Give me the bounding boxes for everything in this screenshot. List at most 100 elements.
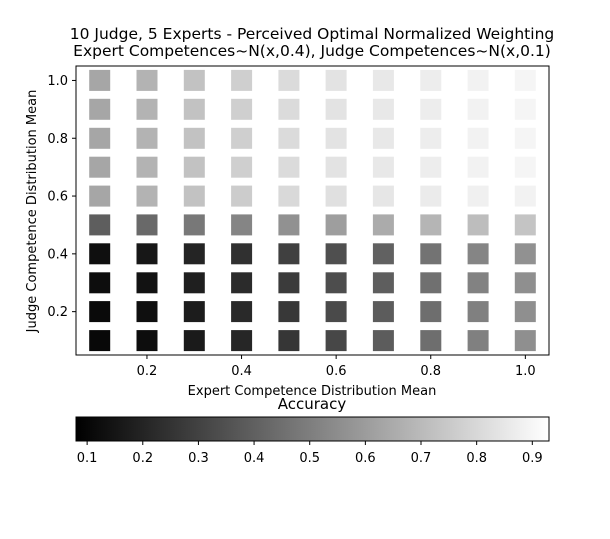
- heatmap-cell: [467, 98, 489, 120]
- x-tick-label: 0.8: [420, 364, 441, 379]
- heatmap-cell: [136, 214, 158, 236]
- colorbar-tick-label: 0.2: [132, 451, 153, 466]
- colorbar-gradient: [75, 416, 550, 442]
- heatmap-cell: [514, 301, 536, 323]
- y-axis-ticks: 0.2 0.4 0.6 0.8 1.0: [47, 74, 76, 320]
- heatmap-cell: [420, 156, 442, 178]
- colorbar-tick-label: 0.7: [411, 451, 432, 466]
- heatmap-cell: [420, 127, 442, 149]
- heatmap-cell: [420, 98, 442, 120]
- heatmap-cell: [183, 156, 205, 178]
- heatmap-cell: [89, 98, 111, 120]
- heatmap-cell: [136, 243, 158, 265]
- heatmap-cell: [514, 98, 536, 120]
- heatmap-cell: [325, 214, 347, 236]
- heatmap-cell: [136, 156, 158, 178]
- heatmap-cell: [372, 127, 394, 149]
- heatmap-cell: [467, 272, 489, 294]
- heatmap-cell: [136, 98, 158, 120]
- heatmap-cell: [136, 69, 158, 91]
- heatmap-cell: [514, 69, 536, 91]
- heatmap-cell: [325, 301, 347, 323]
- heatmap-cell: [183, 243, 205, 265]
- heatmap-cell: [231, 330, 253, 352]
- x-axis-label: Expert Competence Distribution Mean: [188, 384, 437, 399]
- chart-subtitle: Expert Competences~N(x,0.4), Judge Compe…: [73, 42, 551, 60]
- heatmap-cell: [278, 214, 300, 236]
- heatmap-cell: [467, 127, 489, 149]
- heatmap-cell: [278, 98, 300, 120]
- heatmap-cell: [183, 301, 205, 323]
- heatmap-cell: [231, 69, 253, 91]
- heatmap-cell: [89, 272, 111, 294]
- heatmap-cell: [420, 272, 442, 294]
- heatmap-cell: [136, 330, 158, 352]
- heatmap-cell: [372, 214, 394, 236]
- heatmap-cell: [467, 156, 489, 178]
- colorbar-tick-label: 0.1: [77, 451, 98, 466]
- chart-title: 10 Judge, 5 Experts - Perceived Optimal …: [70, 25, 554, 43]
- heatmap-cells: [89, 69, 536, 352]
- colorbar-tick-label: 0.8: [466, 451, 487, 466]
- heatmap-cell: [372, 301, 394, 323]
- heatmap-cell: [231, 185, 253, 207]
- heatmap-cell: [467, 301, 489, 323]
- heatmap-cell: [420, 185, 442, 207]
- heatmap-cell: [514, 214, 536, 236]
- heatmap-cell: [514, 156, 536, 178]
- heatmap-cell: [183, 214, 205, 236]
- heatmap-cell: [183, 127, 205, 149]
- heatmap-cell: [325, 98, 347, 120]
- x-tick-label: 0.2: [137, 364, 158, 379]
- heatmap-cell: [372, 272, 394, 294]
- y-tick-label: 1.0: [47, 74, 68, 89]
- heatmap-cell: [325, 272, 347, 294]
- y-tick-label: 0.8: [47, 132, 68, 147]
- heatmap-cell: [372, 156, 394, 178]
- heatmap-cell: [278, 272, 300, 294]
- heatmap-cell: [467, 243, 489, 265]
- heatmap-cell: [325, 69, 347, 91]
- y-tick-label: 0.2: [47, 305, 68, 320]
- heatmap-cell: [325, 243, 347, 265]
- heatmap-cell: [325, 330, 347, 352]
- heatmap-cell: [372, 98, 394, 120]
- heatmap-cell: [89, 243, 111, 265]
- x-axis-ticks: 0.2 0.4 0.6 0.8 1.0: [137, 355, 536, 379]
- heatmap-cell: [278, 301, 300, 323]
- colorbar-tick-label: 0.9: [522, 451, 543, 466]
- heatmap-cell: [278, 127, 300, 149]
- y-tick-label: 0.6: [47, 190, 68, 205]
- heatmap-cell: [136, 272, 158, 294]
- heatmap-cell: [325, 185, 347, 207]
- x-tick-label: 0.4: [231, 364, 252, 379]
- colorbar-label: Accuracy: [278, 395, 347, 413]
- heatmap-cell: [136, 127, 158, 149]
- heatmap-cell: [278, 185, 300, 207]
- heatmap-cell: [467, 69, 489, 91]
- colorbar-tick-label: 0.6: [355, 451, 376, 466]
- heatmap-cell: [89, 330, 111, 352]
- heatmap-cell: [89, 69, 111, 91]
- heatmap-cell: [183, 69, 205, 91]
- y-tick-label: 0.4: [47, 247, 68, 262]
- heatmap-cell: [89, 214, 111, 236]
- heatmap-cell: [420, 69, 442, 91]
- heatmap-cell: [89, 301, 111, 323]
- heatmap-cell: [420, 214, 442, 236]
- heatmap-cell: [183, 330, 205, 352]
- heatmap-cell: [467, 214, 489, 236]
- x-tick-label: 1.0: [515, 364, 536, 379]
- colorbar-tick-label: 0.4: [244, 451, 265, 466]
- heatmap-cell: [183, 98, 205, 120]
- plot-frame: [75, 65, 550, 356]
- heatmap-cell: [231, 301, 253, 323]
- heatmap-cell: [136, 301, 158, 323]
- colorbar-tick-label: 0.5: [299, 451, 320, 466]
- heatmap-cell: [372, 69, 394, 91]
- heatmap-cell: [467, 185, 489, 207]
- heatmap-cell: [231, 98, 253, 120]
- heatmap-cell: [278, 69, 300, 91]
- heatmap-cell: [514, 243, 536, 265]
